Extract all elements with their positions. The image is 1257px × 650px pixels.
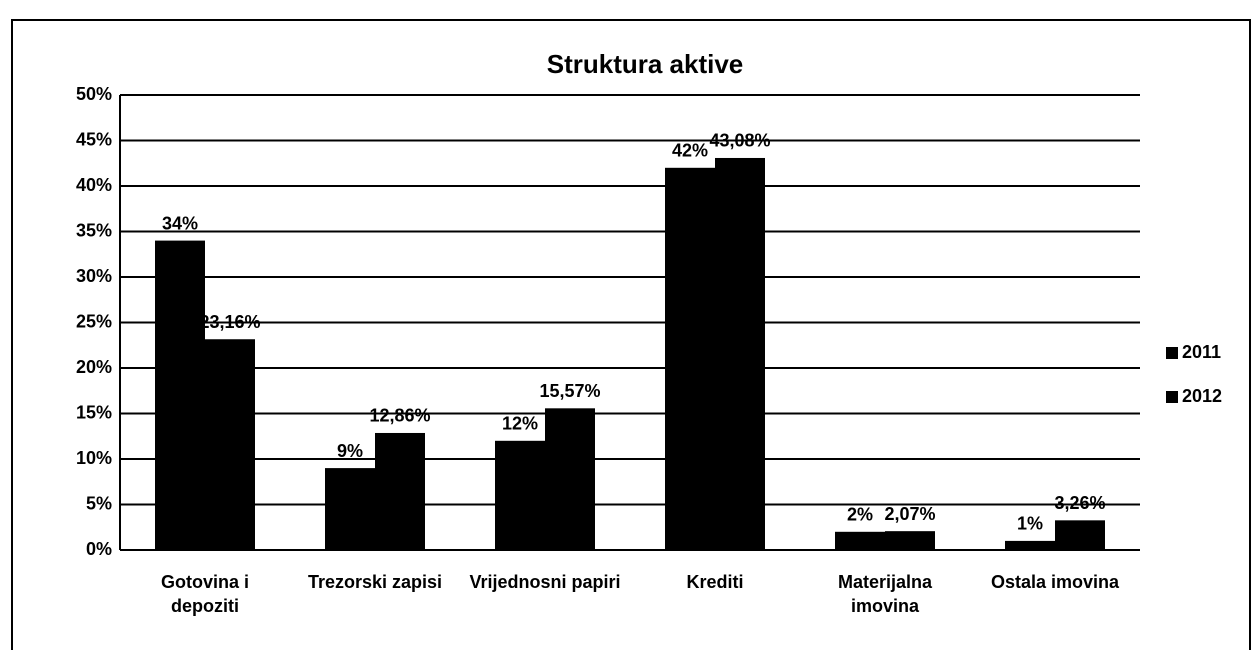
bar xyxy=(495,440,545,550)
bar xyxy=(205,339,255,550)
bar xyxy=(835,531,885,550)
data-label: 12,86% xyxy=(369,406,430,426)
y-tick-label: 40% xyxy=(76,175,112,195)
y-tick-label: 30% xyxy=(76,266,112,286)
y-tick-label: 10% xyxy=(76,448,112,468)
legend-swatch xyxy=(1166,391,1178,403)
y-tick-label: 15% xyxy=(76,402,112,422)
data-label: 1% xyxy=(1017,514,1043,534)
data-label: 43,08% xyxy=(709,131,770,151)
legend-label: 2012 xyxy=(1182,386,1222,406)
legend-label: 2011 xyxy=(1182,342,1221,362)
y-tick-label: 45% xyxy=(76,129,112,149)
x-tick-label: Trezorski zapisi xyxy=(307,572,443,592)
bar xyxy=(325,468,375,550)
y-tick-label: 35% xyxy=(76,220,112,240)
legend-swatch xyxy=(1166,347,1178,359)
bar xyxy=(665,167,715,551)
x-tick-label: Materijalna imovina xyxy=(837,572,933,616)
x-tick-label: Gotovina i depoziti xyxy=(160,572,249,616)
data-label: 12% xyxy=(502,414,538,434)
x-tick-label: Krediti xyxy=(686,572,744,592)
y-tick-label: 5% xyxy=(86,493,112,513)
data-label: 42% xyxy=(672,141,708,161)
bar xyxy=(885,531,935,550)
y-tick-label: 20% xyxy=(76,357,112,377)
bar xyxy=(375,432,425,550)
y-tick-label: 25% xyxy=(76,311,112,331)
data-label: 34% xyxy=(162,213,198,233)
data-label: 3,26% xyxy=(1054,493,1105,513)
bar xyxy=(545,408,595,550)
y-tick-label: 0% xyxy=(86,539,112,559)
bar xyxy=(1005,540,1055,550)
data-label: 15,57% xyxy=(539,381,600,401)
data-label: 2,07% xyxy=(884,504,935,524)
data-label: 23,16% xyxy=(199,312,260,332)
y-tick-label: 50% xyxy=(76,84,112,104)
bar xyxy=(715,157,765,551)
frame xyxy=(11,19,1251,650)
bar xyxy=(1055,520,1105,550)
data-label: 9% xyxy=(337,441,363,461)
chart-title: Struktura aktive xyxy=(547,49,744,79)
x-tick-label: Ostala imovina xyxy=(990,572,1120,592)
bar xyxy=(155,240,205,550)
data-label: 2% xyxy=(847,505,873,525)
x-tick-label: Vrijednosni papiri xyxy=(469,572,621,592)
